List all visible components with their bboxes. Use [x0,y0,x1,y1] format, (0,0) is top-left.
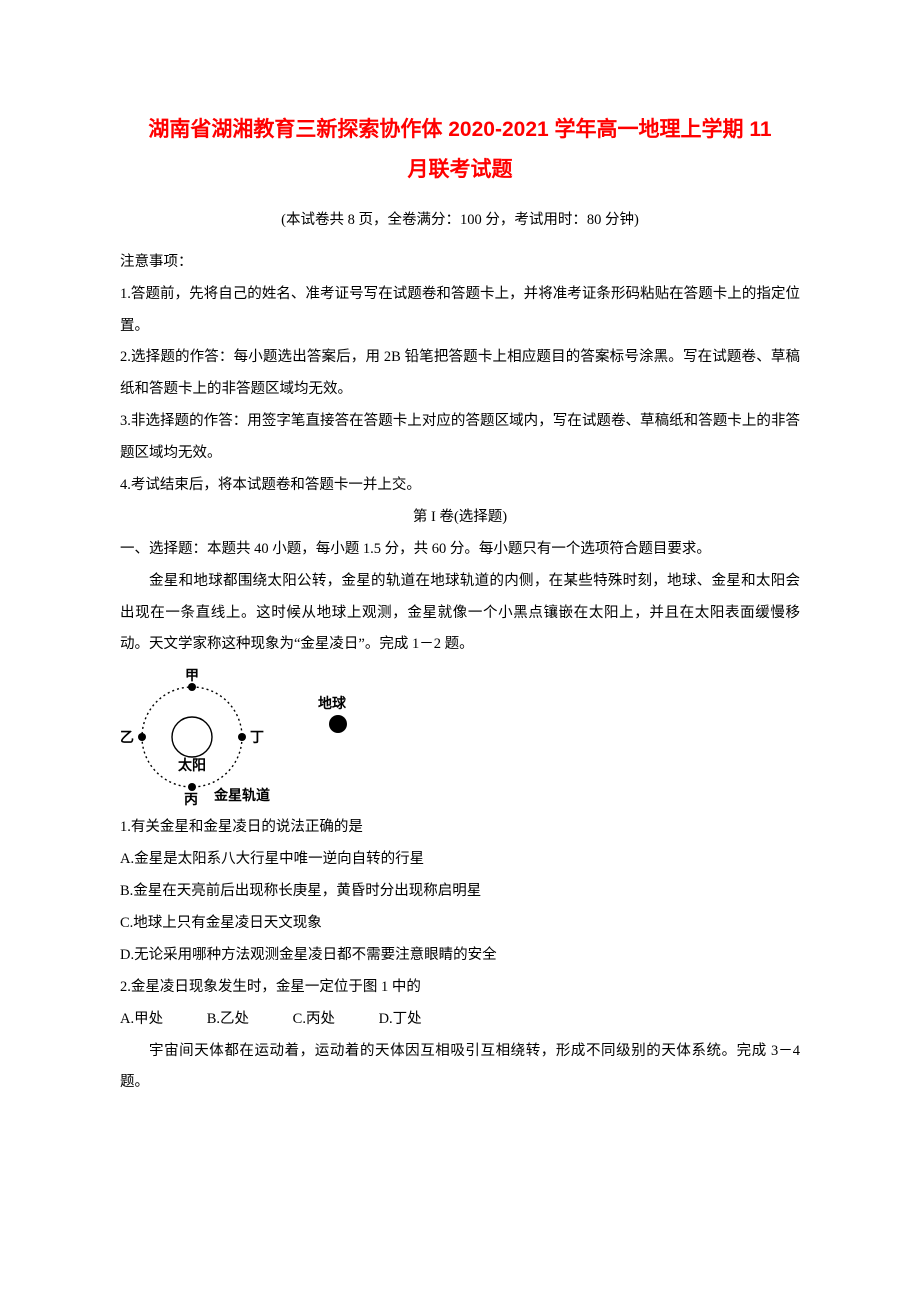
title-line-2: 月联考试题 [120,150,800,190]
label-orbit: 金星轨道 [214,785,270,805]
notice-item: 4.考试结束后，将本试题卷和答题卡一并上交。 [120,470,800,502]
earth-icon [329,715,347,733]
q2-option: A.甲处 [120,1004,163,1036]
section1-heading: 一、选择题：本题共 40 小题，每小题 1.5 分，共 60 分。每小题只有一个… [120,534,800,566]
notice-heading: 注意事项： [120,247,800,279]
q2-option: C.丙处 [293,1004,335,1036]
venus-pos-right [238,733,246,741]
part1-heading: 第 I 卷(选择题) [120,502,800,534]
q2-option: B.乙处 [207,1004,249,1036]
q1-option: C.地球上只有金星凌日天文现象 [120,908,800,940]
exam-title: 湖南省湖湘教育三新探索协作体 2020-2021 学年高一地理上学期 11 月联… [120,110,800,190]
label-right: 丁 [250,727,264,747]
label-left: 乙 [120,727,134,747]
q1-stem: 1.有关金星和金星凌日的说法正确的是 [120,812,800,844]
exam-subtitle: (本试卷共 8 页，全卷满分：100 分，考试用时：80 分钟) [120,208,800,229]
notice-item: 3.非选择题的作答：用签字笔直接答在答题卡上对应的答题区域内，写在试题卷、草稿纸… [120,406,800,470]
q2-options-row: A.甲处 B.乙处 C.丙处 D.丁处 [120,1004,800,1036]
title-line-1: 湖南省湖湘教育三新探索协作体 2020-2021 学年高一地理上学期 11 [120,110,800,150]
label-sun: 太阳 [178,755,206,775]
notice-item: 2.选择题的作答：每小题选出答案后，用 2B 铅笔把答题卡上相应题目的答案标号涂… [120,342,800,406]
label-top: 甲 [185,665,199,685]
sun-icon [172,717,212,757]
notice-item: 1.答题前，先将自己的姓名、准考证号写在试题卷和答题卡上，并将准考证条形码粘贴在… [120,279,800,343]
venus-pos-left [138,733,146,741]
q2-option: D.丁处 [379,1004,422,1036]
q1-option: B.金星在天亮前后出现称长庚星，黄昏时分出现称启明星 [120,876,800,908]
passage-1: 金星和地球都围绕太阳公转，金星的轨道在地球轨道的内侧，在某些特殊时刻，地球、金星… [120,566,800,662]
q2-stem: 2.金星凌日现象发生时，金星一定位于图 1 中的 [120,972,800,1004]
q1-option: D.无论采用哪种方法观测金星凌日都不需要注意眼睛的安全 [120,940,800,972]
venus-transit-diagram: 甲 乙 丙 丁 太阳 地球 金星轨道 [120,669,380,804]
label-bottom: 丙 [184,789,198,809]
passage-2: 宇宙间天体都在运动着，运动着的天体因互相吸引互相绕转，形成不同级别的天体系统。完… [120,1036,800,1100]
q1-option: A.金星是太阳系八大行星中唯一逆向自转的行星 [120,844,800,876]
label-earth: 地球 [318,693,346,713]
